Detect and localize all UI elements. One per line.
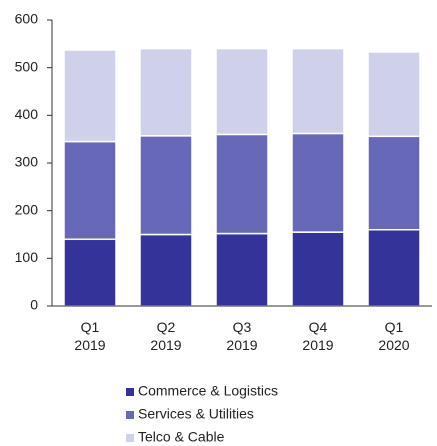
bar-segment xyxy=(139,233,193,307)
legend-swatch xyxy=(126,388,134,396)
legend-label: Telco & Cable xyxy=(138,429,225,445)
bar-segment xyxy=(63,140,117,241)
x-tick-label: Q2 2019 xyxy=(150,319,182,353)
bar-segment xyxy=(215,133,269,235)
y-tick-label: 0 xyxy=(30,297,38,313)
legend-swatch xyxy=(126,434,134,442)
x-tick-label: Q1 2019 xyxy=(74,319,106,353)
bar-segment xyxy=(367,51,421,138)
y-tick-label: 300 xyxy=(15,154,39,170)
bar-segment xyxy=(215,47,269,136)
legend-swatch xyxy=(126,411,134,419)
y-tick-label: 100 xyxy=(15,249,39,265)
y-tick-label: 200 xyxy=(15,201,39,217)
bar-segment xyxy=(291,47,345,135)
x-tick-label: Q3 2019 xyxy=(226,319,258,353)
y-tick-label: 600 xyxy=(15,11,39,27)
x-tick-label: Q4 2019 xyxy=(302,319,334,353)
legend-label: Commerce & Logistics xyxy=(138,383,278,399)
bar-segment xyxy=(63,49,117,143)
bar-segment xyxy=(367,135,421,231)
bar-segment xyxy=(215,232,269,307)
y-tick-label: 400 xyxy=(15,106,39,122)
x-tick-label: Q1 2020 xyxy=(378,319,410,353)
bar-segment xyxy=(139,47,193,137)
bar-segment xyxy=(367,228,421,307)
bar-segment xyxy=(291,132,345,233)
legend-label: Services & Utilities xyxy=(138,406,254,422)
bar-segment xyxy=(291,231,345,307)
bar-segment xyxy=(63,238,117,307)
y-tick-label: 500 xyxy=(15,58,39,74)
bar-segment xyxy=(139,135,193,236)
